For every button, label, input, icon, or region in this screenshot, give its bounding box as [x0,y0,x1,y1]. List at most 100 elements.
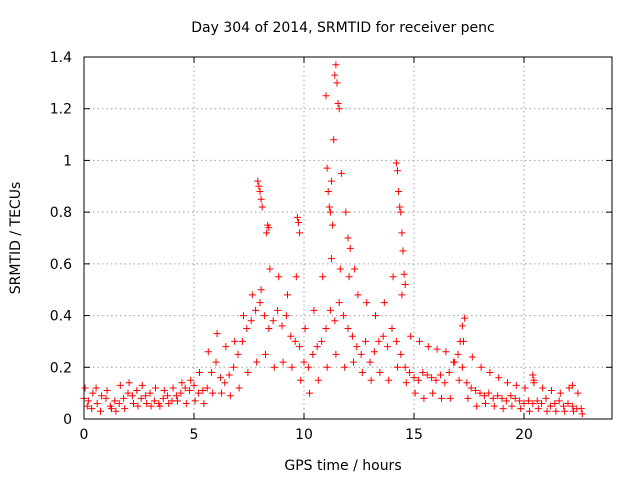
data-point [160,387,168,395]
data-point [400,270,408,278]
data-point [463,379,471,387]
data-point [238,337,246,345]
data-point [526,407,533,415]
data-point [367,376,375,384]
y-tick-label: 1.4 [50,50,72,66]
data-point [472,387,480,395]
data-point [187,376,195,384]
data-point [564,399,572,407]
data-point [115,399,123,407]
data-point [329,221,337,229]
data-point [174,397,181,405]
data-point [296,343,304,351]
data-point [323,164,331,172]
data-point [539,384,547,392]
data-point [348,332,356,340]
data-point [546,402,554,410]
data-point [458,363,466,371]
data-point [524,397,532,405]
data-point [275,273,283,281]
data-point [398,229,406,237]
data-point [314,376,322,384]
data-point [461,314,469,322]
axis-ticks: 0 5 10 15 20 0 0.2 0.4 0.6 0.8 1 1.2 1.4 [50,50,612,443]
data-point [255,182,263,190]
data-point [480,392,488,400]
data-point [397,350,405,358]
data-point [252,306,260,314]
data-point [432,376,440,384]
data-point [256,299,264,307]
data-point [288,363,296,371]
data-point [133,387,141,395]
data-point [423,371,431,379]
data-point [257,286,265,294]
data-point [335,299,343,307]
data-point [89,389,97,397]
data-point [83,402,91,410]
data-point [455,376,463,384]
data-point [485,389,493,397]
data-point [177,389,185,397]
data-point [521,384,529,392]
data-point [397,208,405,216]
data-point [150,397,158,405]
y-tick-label: 0.8 [50,205,72,221]
data-point [385,376,393,384]
data-point [313,343,321,351]
data-point [216,374,224,382]
data-point [543,407,551,415]
data-point [322,325,330,332]
data-point [138,381,146,389]
data-point [203,384,211,392]
data-point [401,281,409,289]
data-point [384,343,392,351]
data-point [516,397,524,405]
data-point [388,325,396,332]
data-point [538,399,546,407]
data-point [414,376,422,384]
x-axis-label: GPS time / hours [284,458,401,474]
data-point [402,379,410,387]
data-point [111,397,119,405]
data-point [464,394,472,402]
data-point [254,177,262,185]
data-point [200,399,208,407]
data-point [309,350,317,358]
plot-frame [83,56,613,420]
data-point [406,368,414,376]
data-point [263,229,271,237]
data-point [476,389,484,397]
x-tick-label: 15 [405,427,423,443]
data-point [230,363,238,371]
data-point [380,299,388,307]
data-point [130,399,137,407]
data-point [260,312,268,320]
data-point [331,71,339,79]
y-axis-label: SRMTID / TECUs [8,182,24,295]
data-point [438,394,445,402]
data-point [112,407,120,415]
data-point [398,291,406,299]
data-point [142,392,150,400]
data-point [159,394,167,402]
data-point [494,392,502,400]
data-point [182,399,190,407]
data-point [212,358,220,366]
data-point [534,405,542,413]
data-point [533,397,541,405]
data-point [282,312,290,320]
data-point [345,273,353,281]
data-point [231,337,239,345]
data-point [410,374,418,382]
data-point [243,325,251,332]
data-point [551,399,559,407]
data-point [265,325,273,332]
data-point [467,384,475,392]
data-point [257,195,265,203]
x-tick-label: 0 [80,427,89,443]
data-point [499,405,507,413]
data-point [354,291,362,299]
data-point [120,394,128,402]
